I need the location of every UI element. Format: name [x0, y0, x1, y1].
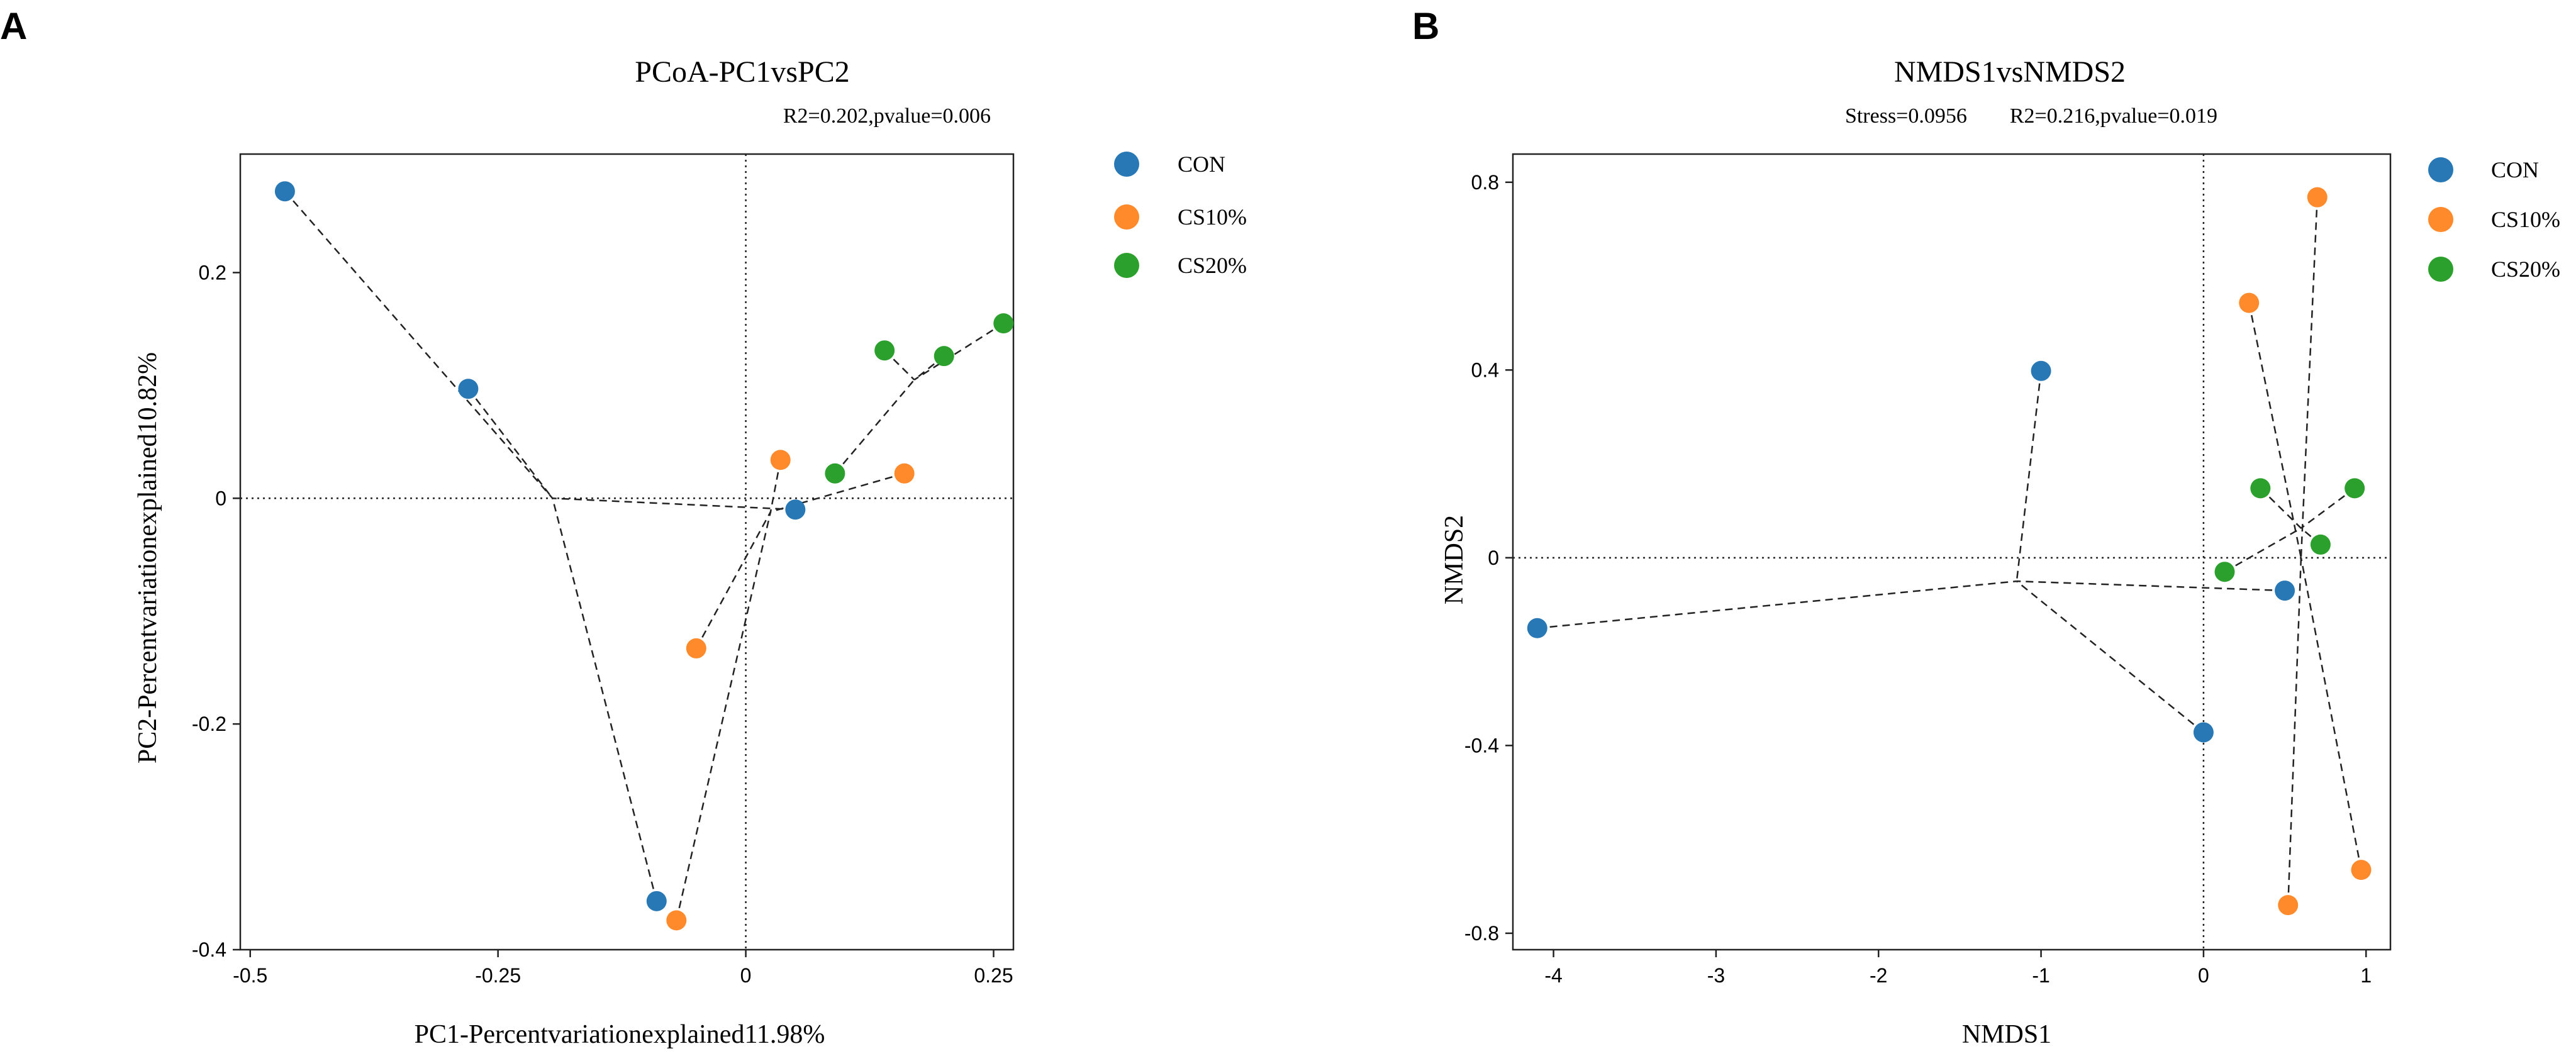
panel-b: B NMDS1vsNMDS2 Stress=0.0956 R2=0.216,pv… — [1412, 5, 2560, 1049]
x-tick-label: 1 — [2360, 964, 2372, 987]
legend-marker-cs10 — [1114, 204, 1139, 230]
x-tick-label: -0.5 — [233, 964, 267, 987]
legend-label-cs20: CS20% — [2491, 257, 2560, 282]
data-point-cs10 — [2307, 187, 2328, 208]
legend-label-cs10: CS10% — [1178, 204, 1247, 230]
x-axis-label-b: NMDS1 — [1962, 1020, 2051, 1049]
data-point-cs10 — [2351, 860, 2372, 880]
data-point-con — [2193, 722, 2214, 743]
y-axis-label-b: NMDS2 — [1440, 515, 1469, 604]
centroid-spoke-cs20 — [2260, 487, 2302, 529]
legend-marker-con — [1114, 152, 1139, 177]
data-point-con — [458, 379, 479, 399]
x-tick-label: 0 — [2198, 964, 2209, 987]
centroid-spoke-con — [284, 191, 554, 499]
data-point-cs10 — [894, 463, 915, 484]
y-axis-label-a: PC2-Percentvariationexplained10.82% — [133, 352, 162, 764]
centroid-spoke-con — [2016, 580, 2204, 733]
plot-frame — [1512, 153, 2392, 951]
data-point-cs20 — [2214, 562, 2235, 582]
legend-marker-cs20 — [1114, 253, 1139, 278]
centroid-spoke-cs10 — [769, 460, 781, 513]
centroid-spoke-cs10 — [676, 511, 772, 921]
data-point-cs20 — [2310, 534, 2331, 555]
y-tick-label: -0.4 — [192, 938, 226, 961]
plot-frame — [239, 153, 1015, 951]
legend-b: CON CS10% CS20% — [2428, 157, 2560, 282]
x-tick-label: -3 — [1707, 964, 1725, 987]
centroid-spoke-cs10 — [2287, 557, 2302, 906]
data-point-cs10 — [686, 638, 706, 658]
data-point-con — [646, 891, 667, 911]
data-point-con — [785, 499, 806, 520]
data-point-con — [2275, 580, 2295, 601]
chart-title-a: PCoA-PC1vsPC2 — [635, 55, 849, 89]
stats-annotation-a: R2=0.202,pvalue=0.006 — [783, 104, 991, 128]
data-point-cs20 — [2345, 478, 2365, 499]
centroid-spoke-con — [1537, 580, 2017, 630]
data-point-con — [2031, 360, 2051, 381]
data-point-con — [1527, 618, 1547, 638]
chart-title-b: NMDS1vsNMDS2 — [1894, 55, 2126, 89]
x-tick-label: -4 — [1544, 964, 1562, 987]
data-point-cs10 — [666, 910, 687, 931]
legend-marker-cs20 — [2428, 257, 2453, 282]
stats-annotation-b: Stress=0.0956 R2=0.216,pvalue=0.019 — [1845, 104, 2217, 128]
plot-area-a: -0.5 -0.25 0 0.25 -0.4 -0.2 0 0.2 — [192, 153, 1015, 987]
centroid-spoke-con — [2016, 580, 2285, 592]
legend-marker-con — [2428, 157, 2453, 182]
centroid-spoke-cs10 — [2300, 197, 2318, 558]
data-point-cs10 — [770, 450, 791, 470]
legend-marker-cs10 — [2428, 207, 2453, 232]
panel-letter-b: B — [1412, 5, 1439, 47]
centroid-spoke-cs20 — [834, 379, 915, 474]
centroid-spoke-cs10 — [2300, 557, 2362, 870]
y-tick-label: -0.8 — [1464, 922, 1499, 945]
y-tick-label: -0.4 — [1464, 734, 1499, 757]
data-point-cs20 — [993, 313, 1014, 334]
centroid-spoke-cs10 — [2248, 303, 2302, 558]
data-point-cs10 — [2278, 895, 2299, 916]
legend-label-con: CON — [1178, 152, 1225, 177]
y-tick-label: 0.8 — [1471, 171, 1499, 194]
legend-a: CON CS10% CS20% — [1114, 152, 1247, 278]
centroid-spoke-con — [467, 388, 554, 499]
x-tick-label: -0.25 — [475, 964, 521, 987]
y-tick-label: 0 — [215, 487, 226, 509]
centroid-spoke-cs10 — [695, 511, 772, 649]
plot-area-b: -4 -3 -2 -1 0 1 -0.8 -0.4 0 0.4 0.8 — [1464, 153, 2392, 987]
data-point-cs20 — [874, 340, 895, 361]
y-tick-label: 0.4 — [1471, 358, 1499, 381]
data-point-cs20 — [2250, 478, 2271, 499]
x-tick-label: 0.25 — [974, 964, 1013, 987]
centroid-spoke-con — [552, 497, 657, 902]
x-axis-label-a: PC1-Percentvariationexplained11.98% — [415, 1020, 825, 1049]
data-point-cs20 — [934, 346, 954, 367]
y-tick-label: -0.2 — [192, 713, 226, 735]
centroid-spoke-cs20 — [913, 323, 1004, 381]
data-point-con — [274, 181, 295, 202]
centroid-spoke-con — [2016, 370, 2042, 582]
panel-letter-a: A — [0, 5, 27, 47]
legend-label-con: CON — [2491, 157, 2539, 182]
data-point-cs10 — [2239, 292, 2260, 313]
data-point-cs20 — [825, 463, 845, 484]
panel-a: A PCoA-PC1vsPC2 R2=0.202,pvalue=0.006 -0… — [0, 5, 1247, 1049]
y-tick-label: 0.2 — [199, 261, 226, 284]
y-tick-label: 0 — [1488, 547, 1499, 569]
x-tick-label: -2 — [1870, 964, 1887, 987]
x-tick-label: 0 — [740, 964, 752, 987]
x-tick-label: -1 — [2032, 964, 2049, 987]
legend-label-cs20: CS20% — [1178, 253, 1247, 278]
centroid-spoke-cs20 — [2300, 487, 2355, 529]
centroid-spoke-cs20 — [2224, 527, 2302, 573]
centroid-spoke-con — [552, 497, 796, 511]
legend-label-cs10: CS10% — [2491, 207, 2560, 232]
